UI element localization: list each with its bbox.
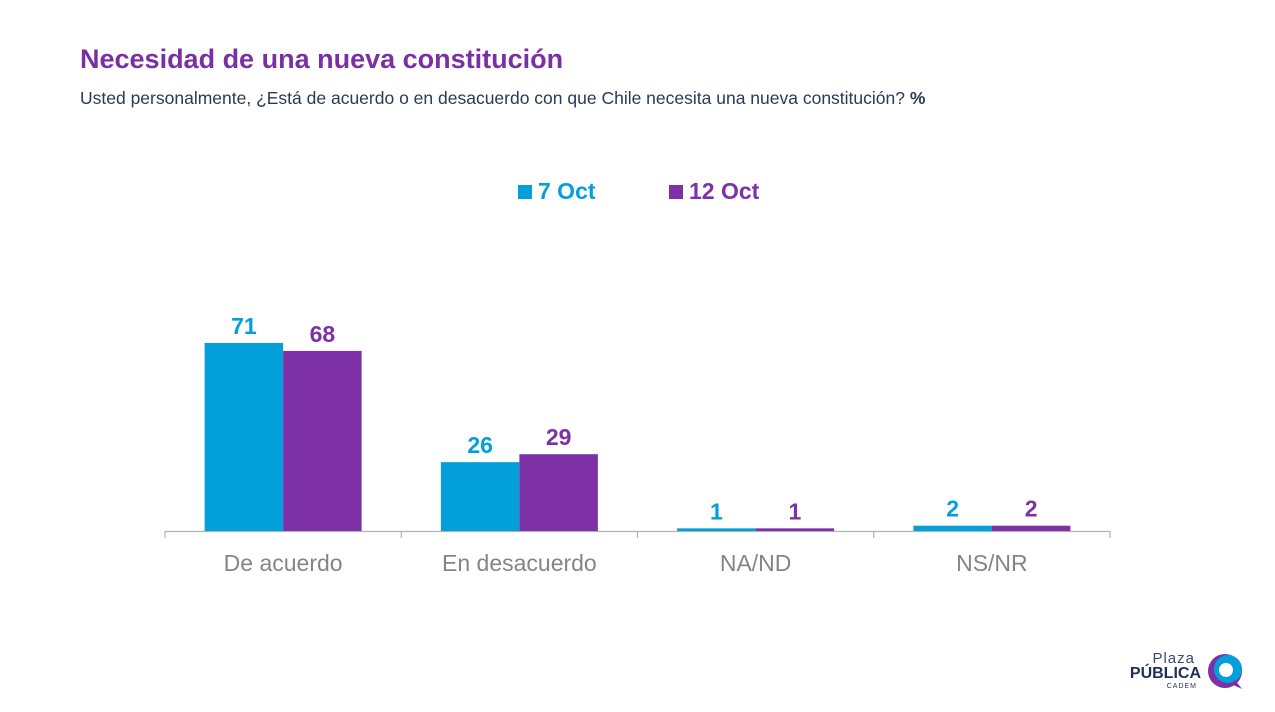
- bar-7-oct: [677, 528, 756, 531]
- plaza-publica-logo: Plaza PÚBLICA CADEM: [1127, 650, 1245, 694]
- legend-item-12-oct: 12 Oct: [669, 178, 759, 205]
- legend-label-7-oct: 7 Oct: [538, 178, 596, 204]
- speech-bubble-icon: [1208, 654, 1242, 689]
- bar-12-oct: [991, 525, 1071, 531]
- bar-7-oct: [913, 525, 992, 531]
- logo-text-cadem: CADEM: [1166, 683, 1197, 690]
- legend-swatch-7-oct: [518, 184, 532, 199]
- legend-label-12-oct: 12 Oct: [689, 178, 760, 204]
- logo-text-plaza: Plaza: [1152, 650, 1195, 667]
- data-label-7-oct: 2: [946, 496, 959, 522]
- bar-12-oct: [283, 350, 362, 531]
- subtitle-unit: %: [909, 88, 926, 108]
- legend-swatch-12-oct: [669, 184, 683, 199]
- data-label-7-oct: 1: [710, 498, 723, 524]
- data-label-12-oct: 29: [546, 424, 572, 450]
- x-tick-label: De acuerdo: [224, 550, 343, 576]
- data-label-12-oct: 2: [1025, 496, 1038, 522]
- bar-7-oct: [204, 343, 284, 531]
- bar-12-oct: [755, 528, 835, 531]
- chart-subtitle: Usted personalmente, ¿Está de acuerdo o …: [80, 88, 925, 109]
- x-tick-label: NA/ND: [720, 550, 792, 576]
- data-label-12-oct: 1: [788, 498, 801, 524]
- data-label-7-oct: 26: [467, 432, 493, 458]
- subtitle-text: Usted personalmente, ¿Está de acuerdo o …: [80, 88, 905, 108]
- logo-text-publica: PÚBLICA: [1129, 665, 1201, 682]
- chart-title: Necesidad de una nueva constitución: [80, 44, 564, 74]
- legend: 7 Oct 12 Oct: [0, 178, 1275, 208]
- bar-12-oct: [519, 454, 598, 531]
- x-tick-label: NS/NR: [956, 550, 1028, 576]
- bar-7-oct: [440, 462, 520, 531]
- legend-item-7-oct: 7 Oct: [518, 178, 596, 205]
- data-label-7-oct: 71: [231, 313, 257, 339]
- data-label-12-oct: 68: [310, 321, 336, 347]
- x-tick-label: En desacuerdo: [442, 550, 597, 576]
